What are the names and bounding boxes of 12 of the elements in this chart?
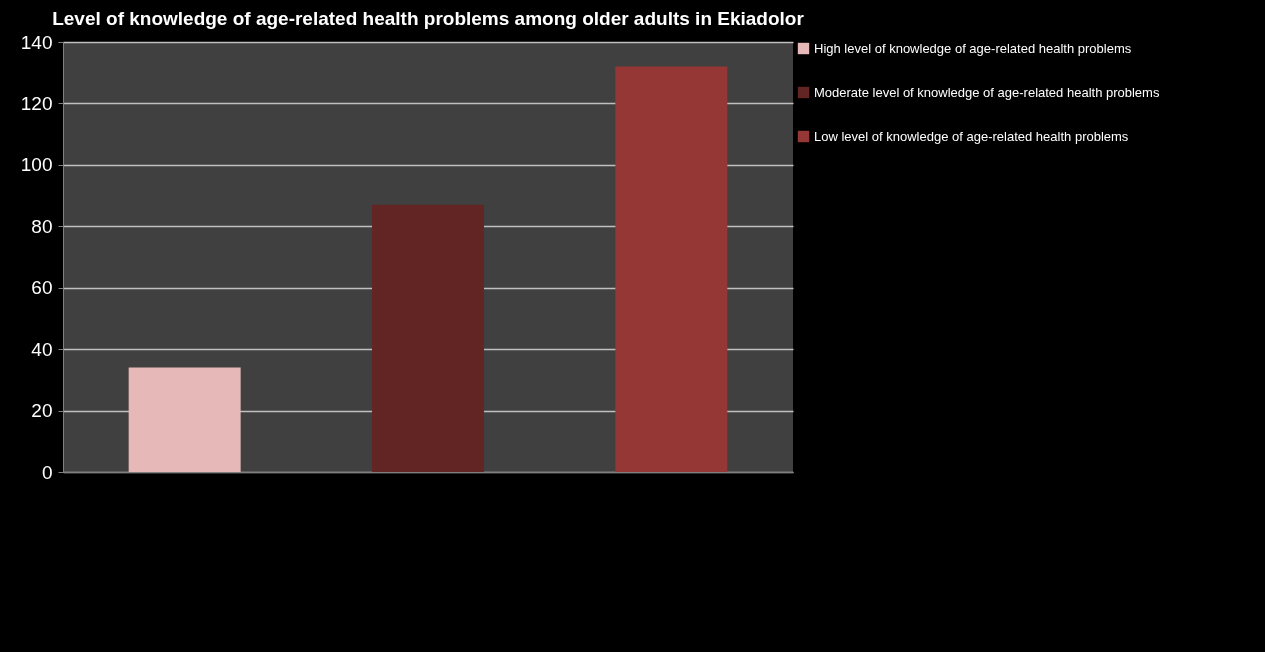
y-tick-label: 40 (31, 338, 53, 360)
legend-label: Moderate level of knowledge of age-related health problems (814, 84, 1160, 100)
y-tick-label: 100 (20, 154, 53, 176)
y-tick-label: 140 (20, 31, 53, 53)
y-tick-label: 20 (31, 400, 53, 422)
legend-label: Low level of knowledge of age-related health problems (814, 128, 1129, 144)
y-tick-label: 80 (31, 215, 53, 237)
y-tick-label: 60 (31, 277, 53, 299)
y-tick-label: 0 (41, 461, 53, 483)
chart-title: Level of knowledge of age-related health problems among older adults in Ekiadolor (52, 8, 805, 29)
legend-label: High level of knowledge of age-related health problems (814, 40, 1132, 56)
y-tick-label: 120 (20, 92, 53, 114)
